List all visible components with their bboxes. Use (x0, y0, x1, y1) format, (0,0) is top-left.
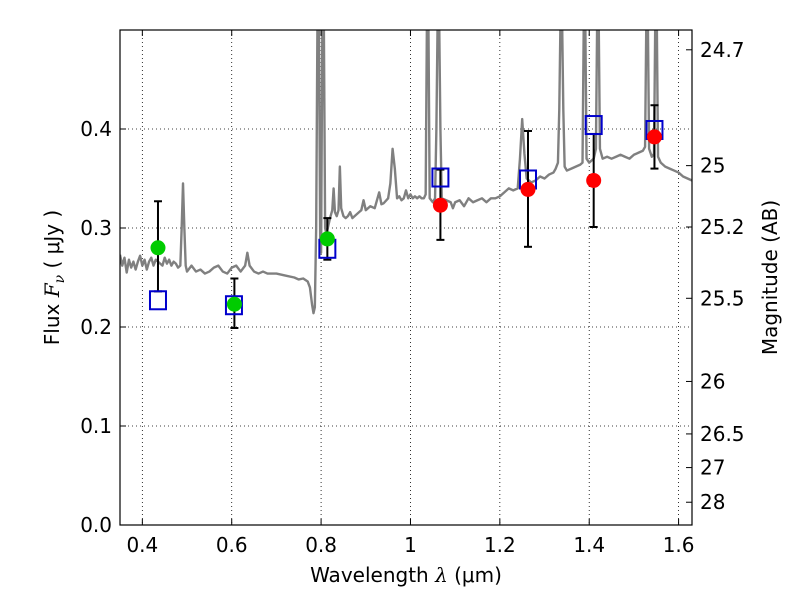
x-tick-label: 0.8 (305, 533, 337, 557)
y-tick-label: 0.3 (80, 216, 112, 240)
y2-tick-label: 25.5 (700, 286, 745, 310)
y2-tick-label: 25.2 (700, 215, 745, 239)
y-axis-label-suffix: ( μJy ) (40, 210, 64, 275)
axis-ticks: 0.4 0.6 0.8 1 1.2 1.4 1.6 0.0 0.1 0.2 0.3 0.4 24.7 25… (80, 30, 745, 557)
y2-tick-label: 24.7 (700, 38, 745, 62)
x-axis-label-symbol: λ (434, 563, 448, 587)
y-tick-label: 0.2 (80, 315, 112, 339)
observed-data-point (520, 181, 536, 197)
y-tick-label: 0.0 (80, 513, 112, 537)
x-tick-label: 1 (404, 533, 417, 557)
model-photometry-point (431, 167, 450, 188)
plot-area (120, 30, 692, 329)
y-axis-label: Flux Fν ( μJy ) (40, 210, 68, 345)
observed-data-point (150, 240, 166, 256)
observed-data-point (646, 129, 662, 145)
y2-tick-label: 28 (700, 490, 725, 514)
y2-axis-label: Magnitude (AB) (758, 200, 782, 355)
x-axis-label-prefix: Wavelength (310, 563, 435, 587)
y-axis-label-prefix: Flux (40, 297, 64, 345)
y-axis-label-symbol: F (40, 282, 64, 298)
y-tick-label: 0.1 (80, 414, 112, 438)
model-photometry-point (148, 290, 167, 311)
y2-tick-label: 27 (700, 456, 725, 480)
plot-frame (119, 29, 693, 526)
model-photometry-point (224, 295, 243, 316)
y2-tick-label: 26 (700, 369, 725, 393)
observed-data-point (586, 172, 602, 188)
x-axis-label-suffix: (μm) (448, 563, 502, 587)
y2-tick-label: 26.5 (700, 422, 745, 446)
observed-data-point (432, 197, 448, 213)
y2-tick-label: 25 (700, 154, 725, 178)
observed-data-point (226, 296, 242, 312)
observed-data-point (319, 231, 335, 247)
x-tick-label: 0.6 (216, 533, 248, 557)
y-tick-label: 0.4 (80, 117, 112, 141)
x-tick-label: 1.2 (484, 533, 516, 557)
x-tick-label: 1.4 (573, 533, 605, 557)
y-axis-label-subscript: ν (52, 274, 68, 283)
x-tick-label: 1.6 (663, 533, 695, 557)
model-photometry-point (584, 115, 603, 136)
x-axis-label: Wavelength λ (μm) (310, 563, 502, 587)
x-tick-label: 0.4 (126, 533, 158, 557)
